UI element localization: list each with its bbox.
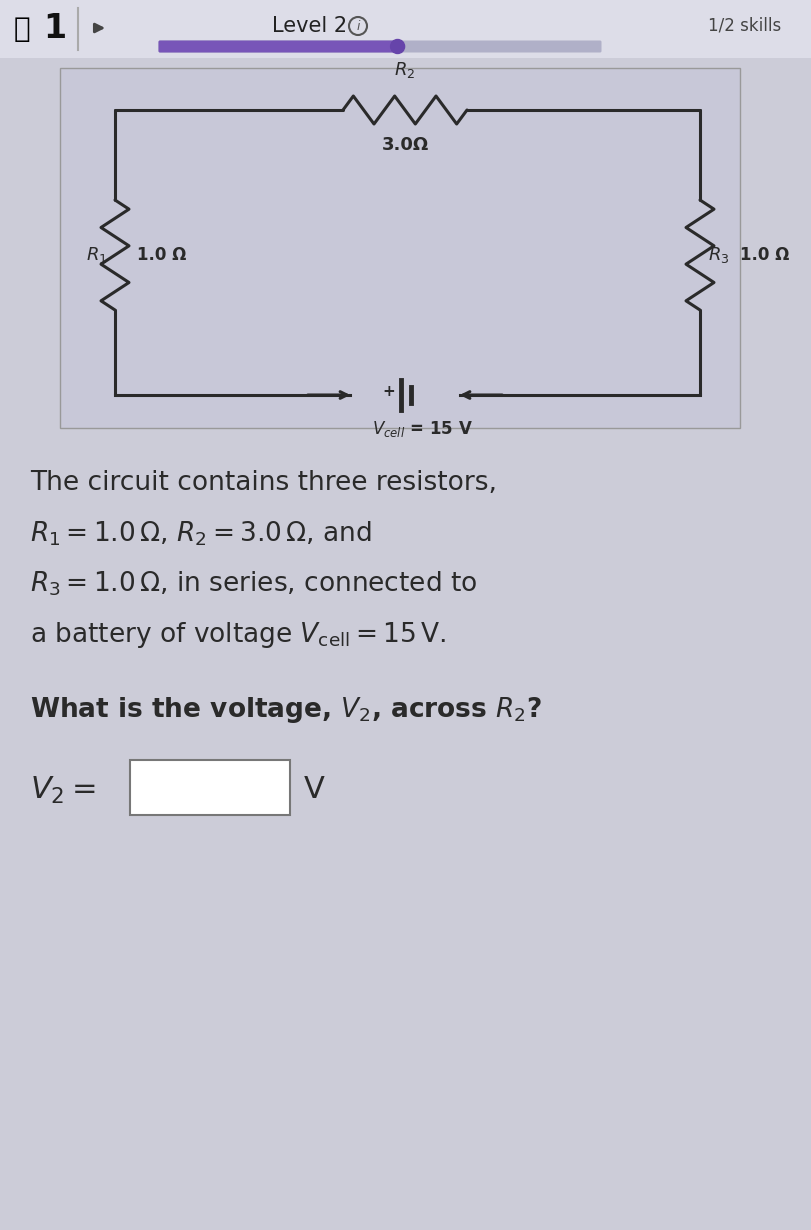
Bar	[60, 68, 740, 428]
FancyBboxPatch shape	[158, 41, 602, 53]
Text: a battery of voltage $V_{\mathrm{cell}} = 15\,$V.: a battery of voltage $V_{\mathrm{cell}} …	[30, 620, 446, 649]
Text: $R_2$: $R_2$	[394, 60, 415, 80]
Text: $R_3 = 1.0\,\Omega$, in series, connected to: $R_3 = 1.0\,\Omega$, in series, connecte…	[30, 569, 477, 599]
Text: 1.0 Ω: 1.0 Ω	[740, 246, 789, 264]
Text: $R_1$: $R_1$	[86, 245, 107, 264]
Text: What is the voltage, $V_2$, across $R_2$?: What is the voltage, $V_2$, across $R_2$…	[30, 695, 542, 724]
Text: 1: 1	[44, 11, 67, 44]
Text: The circuit contains three resistors,: The circuit contains three resistors,	[30, 470, 497, 496]
Text: $V_2 =$: $V_2 =$	[30, 775, 96, 806]
Text: $R_3$: $R_3$	[708, 245, 729, 264]
Text: +: +	[383, 385, 396, 400]
Text: 3.0Ω: 3.0Ω	[381, 137, 429, 154]
Text: $V_{cell}$ = 15 V: $V_{cell}$ = 15 V	[372, 419, 474, 439]
Bar	[0, 0, 811, 58]
Text: 🔥: 🔥	[14, 15, 30, 43]
Text: i: i	[356, 20, 360, 32]
Text: 1.0 Ω: 1.0 Ω	[137, 246, 187, 264]
FancyBboxPatch shape	[158, 41, 399, 53]
Text: V: V	[304, 775, 325, 804]
Text: $R_1 = 1.0\,\Omega$, $R_2 = 3.0\,\Omega$, and: $R_1 = 1.0\,\Omega$, $R_2 = 3.0\,\Omega$…	[30, 520, 372, 549]
Text: Level 2: Level 2	[272, 16, 348, 36]
Text: 1/2 skills: 1/2 skills	[708, 17, 782, 34]
Circle shape	[391, 39, 405, 53]
FancyBboxPatch shape	[130, 760, 290, 815]
